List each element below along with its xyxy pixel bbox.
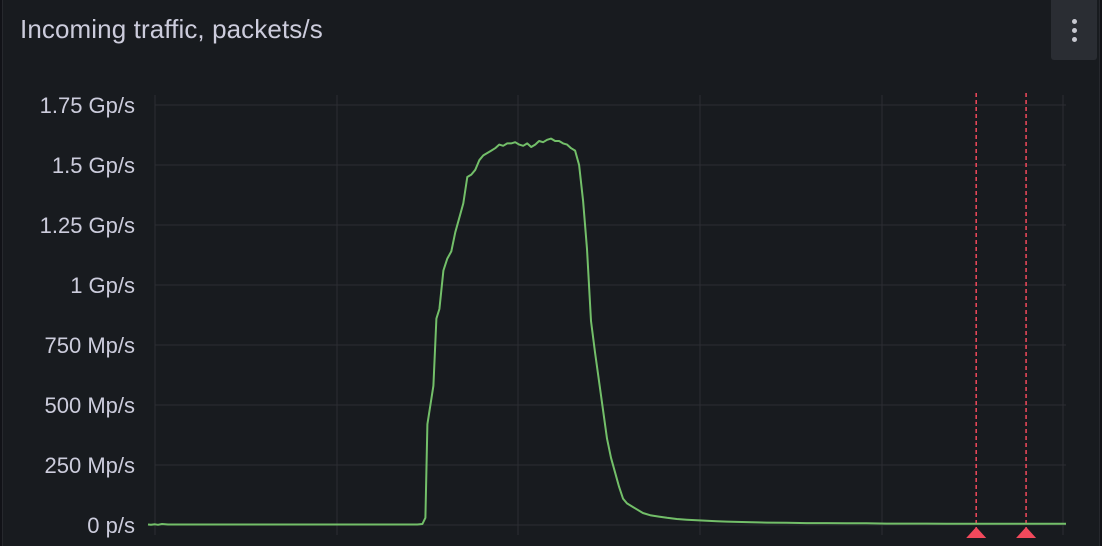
panel-title: Incoming traffic, packets/s [20,14,323,44]
menu-dot-icon [1071,27,1077,33]
y-tick-label: 250 Mp/s [45,453,136,478]
y-tick-label: 500 Mp/s [45,393,136,418]
y-tick-label: 1 Gp/s [70,273,135,298]
series-line [147,137,1066,526]
y-tick-label: 1.75 Gp/s [40,93,135,118]
y-tick-label: 1.5 Gp/s [52,153,135,178]
menu-dot-icon [1071,36,1077,42]
annotation-marker-icon [966,527,987,538]
annotation-marker-icon [1016,527,1037,538]
y-tick-label: 1.25 Gp/s [40,213,135,238]
menu-dot-icon [1071,18,1077,24]
panel-menu-button[interactable] [1051,0,1097,60]
y-tick-label: 0 p/s [87,513,135,538]
y-tick-label: 750 Mp/s [45,333,136,358]
